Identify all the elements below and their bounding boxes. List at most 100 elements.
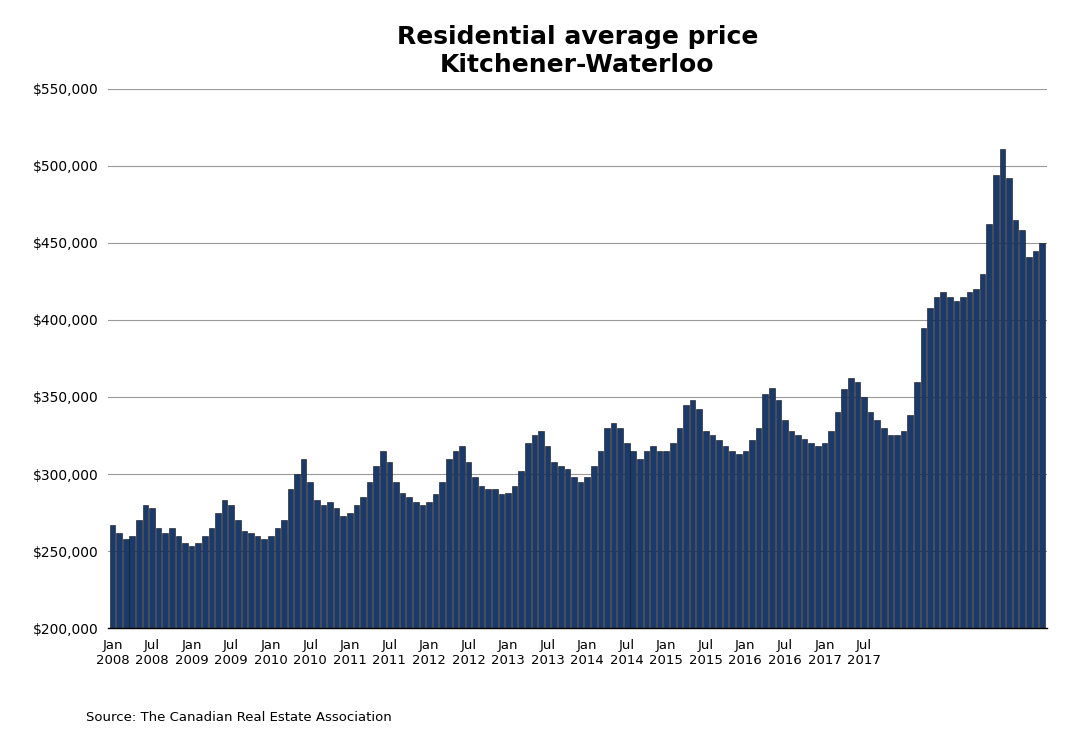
Bar xyxy=(117,533,122,628)
Bar xyxy=(874,420,880,628)
Bar xyxy=(901,431,906,628)
Bar xyxy=(749,440,754,628)
Bar xyxy=(176,536,181,628)
Bar xyxy=(710,435,715,628)
Bar xyxy=(664,451,669,628)
Bar xyxy=(927,307,932,628)
Bar xyxy=(848,378,853,628)
Bar xyxy=(822,443,828,628)
Bar xyxy=(373,466,379,628)
Bar xyxy=(282,520,287,628)
Bar xyxy=(1039,243,1044,628)
Bar xyxy=(795,435,801,628)
Bar xyxy=(868,412,873,628)
Bar xyxy=(466,462,472,628)
Bar xyxy=(835,412,841,628)
Bar xyxy=(782,420,788,628)
Bar xyxy=(940,292,946,628)
Bar xyxy=(486,489,491,628)
Bar xyxy=(333,508,340,628)
Bar xyxy=(274,528,281,628)
Bar xyxy=(347,513,353,628)
Bar xyxy=(585,477,590,628)
Bar xyxy=(815,446,821,628)
Bar xyxy=(577,482,584,628)
Bar xyxy=(155,528,162,628)
Bar xyxy=(769,388,775,628)
Bar xyxy=(202,536,207,628)
Bar xyxy=(1007,178,1012,628)
Bar xyxy=(208,528,215,628)
Bar xyxy=(426,502,432,628)
Bar xyxy=(657,451,663,628)
Bar xyxy=(215,513,221,628)
Bar xyxy=(320,505,326,628)
Bar xyxy=(413,502,419,628)
Bar xyxy=(222,500,228,628)
Bar xyxy=(914,381,919,628)
Bar xyxy=(776,400,781,628)
Bar xyxy=(189,546,194,628)
Bar xyxy=(393,482,399,628)
Bar xyxy=(110,525,115,628)
Title: Residential average price
Kitchener-Waterloo: Residential average price Kitchener-Wate… xyxy=(397,25,757,77)
Bar xyxy=(689,400,696,628)
Bar xyxy=(716,440,722,628)
Bar xyxy=(341,516,346,628)
Bar xyxy=(525,443,531,628)
Bar xyxy=(789,431,794,628)
Bar xyxy=(142,505,148,628)
Bar xyxy=(967,292,972,628)
Bar xyxy=(327,502,332,628)
Bar xyxy=(954,302,959,628)
Bar xyxy=(248,533,254,628)
Bar xyxy=(473,477,478,628)
Bar xyxy=(295,474,300,628)
Bar xyxy=(947,297,953,628)
Bar xyxy=(888,435,893,628)
Bar xyxy=(960,297,966,628)
Bar xyxy=(704,431,709,628)
Text: Source: The Canadian Real Estate Association: Source: The Canadian Real Estate Associa… xyxy=(86,711,392,724)
Bar xyxy=(261,539,267,628)
Bar xyxy=(136,520,141,628)
Bar xyxy=(571,477,577,628)
Bar xyxy=(452,451,459,628)
Bar xyxy=(386,462,392,628)
Bar xyxy=(123,539,128,628)
Bar xyxy=(564,469,570,628)
Bar xyxy=(1020,231,1025,628)
Bar xyxy=(367,482,372,628)
Bar xyxy=(651,446,656,628)
Bar xyxy=(637,459,643,628)
Bar xyxy=(677,428,682,628)
Bar xyxy=(511,486,518,628)
Bar xyxy=(255,536,260,628)
Bar xyxy=(723,446,728,628)
Bar xyxy=(149,508,155,628)
Bar xyxy=(604,428,610,628)
Bar xyxy=(360,497,366,628)
Bar xyxy=(880,428,887,628)
Bar xyxy=(479,486,484,628)
Bar xyxy=(624,443,629,628)
Bar xyxy=(829,431,834,628)
Bar xyxy=(288,489,293,628)
Bar xyxy=(505,492,510,628)
Bar xyxy=(551,462,557,628)
Bar xyxy=(933,297,940,628)
Bar xyxy=(558,466,563,628)
Bar xyxy=(861,397,866,628)
Bar xyxy=(736,454,741,628)
Bar xyxy=(999,149,1006,628)
Bar xyxy=(993,175,999,628)
Bar xyxy=(129,536,135,628)
Bar xyxy=(301,459,306,628)
Bar xyxy=(195,543,201,628)
Bar xyxy=(755,428,762,628)
Bar xyxy=(842,389,847,628)
Bar xyxy=(163,533,168,628)
Bar xyxy=(894,435,900,628)
Bar xyxy=(380,451,385,628)
Bar xyxy=(446,459,451,628)
